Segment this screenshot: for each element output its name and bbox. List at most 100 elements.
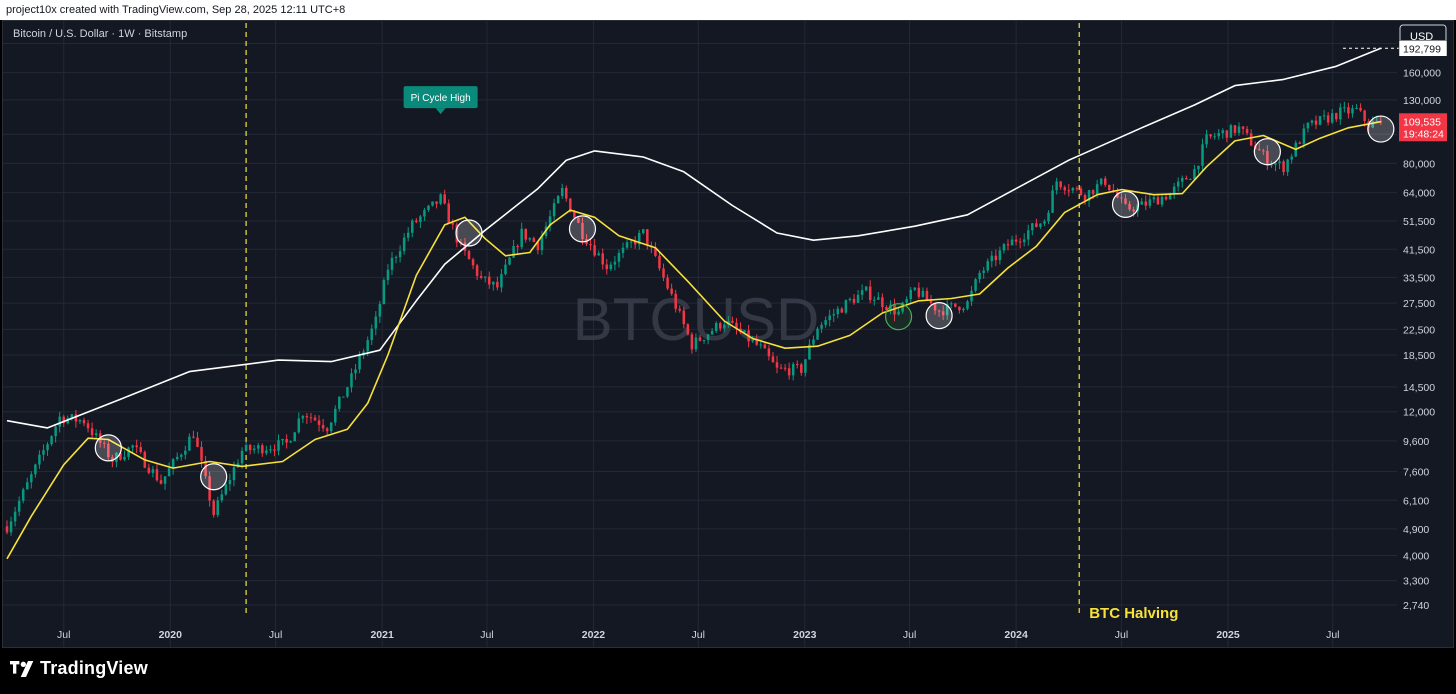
candle-body (34, 464, 37, 475)
time-tick-label: Jul (903, 629, 916, 641)
candle-body (346, 387, 349, 397)
candle-body (431, 201, 434, 206)
candle-body (208, 476, 211, 501)
candle-body (637, 233, 641, 245)
candle-body (982, 270, 985, 273)
candle-body (1359, 107, 1362, 111)
candle-body (787, 368, 791, 376)
candle-body (354, 369, 357, 374)
candle-body (868, 286, 872, 300)
price-tick-label: 14,500 (1403, 382, 1435, 394)
candle-body (1031, 223, 1034, 231)
candle-body (103, 442, 106, 444)
candle-body (743, 330, 746, 333)
candle-body (840, 308, 844, 313)
price-tick-label: 6,100 (1403, 495, 1429, 507)
candle-body (471, 259, 475, 266)
candle-body (285, 439, 288, 443)
annotations: Pi Cycle High (403, 86, 478, 115)
candle-body (1104, 178, 1107, 185)
candle-body (1172, 186, 1176, 194)
halving-label: BTC Halving (1089, 605, 1178, 622)
candle-body (633, 241, 637, 245)
candle-body (184, 450, 187, 455)
candle-body (536, 241, 540, 251)
candle-body (674, 293, 677, 309)
candle-body (70, 414, 74, 419)
price-tick-label: 9,600 (1403, 436, 1429, 448)
highlight-circle (1367, 115, 1395, 143)
candle-body (1347, 107, 1350, 114)
candle-body (844, 300, 848, 313)
candle-body (171, 459, 175, 469)
candle-body (1160, 196, 1164, 205)
candle-body (1140, 201, 1143, 205)
candle-body (1083, 194, 1087, 201)
candle-body (261, 445, 264, 454)
candle-body (475, 265, 479, 276)
candle-body (265, 450, 268, 454)
price-chart[interactable]: BTCUSD BTC Halving Pi Cycle High Bitcoin… (3, 21, 1453, 647)
candle-body (1363, 110, 1366, 122)
candle-body (200, 446, 203, 461)
candle-body (273, 449, 276, 451)
time-tick-label: 2022 (582, 629, 606, 641)
candle-body (1193, 169, 1196, 180)
candle-body (1371, 121, 1374, 128)
candle-body (1063, 187, 1066, 191)
candle-body (1176, 181, 1180, 187)
candle-body (759, 344, 763, 346)
price-tick-label: 27,500 (1403, 298, 1435, 310)
candle-body (374, 316, 378, 329)
candle-body (366, 340, 369, 352)
last-price-box (1399, 113, 1447, 142)
time-axis[interactable]: Jul 2020 Jul 2021 Jul 2022 Jul 2023 Jul 2024 Jul 20… (57, 629, 1339, 641)
candle-body (1286, 159, 1289, 173)
candle-body (1108, 184, 1111, 191)
candle-body (508, 257, 511, 265)
price-tick-label: 22,500 (1403, 324, 1435, 336)
candle-body (1197, 165, 1200, 170)
candle-body (224, 484, 228, 495)
candle-body (358, 355, 361, 370)
candle-body (228, 480, 232, 485)
candle-body (309, 417, 313, 419)
candle-body (577, 217, 580, 223)
candle-body (439, 194, 442, 204)
candle-body (1217, 133, 1220, 137)
candle-body (1249, 133, 1253, 146)
candle-body (698, 337, 702, 341)
candle-body (933, 303, 937, 311)
candle-body (1221, 130, 1225, 134)
chart-frame[interactable]: BTCUSD BTC Halving Pi Cycle High Bitcoin… (2, 20, 1454, 648)
candle-body (731, 321, 734, 323)
candle-body (427, 205, 430, 211)
candle-body (1335, 113, 1338, 120)
candle-body (415, 220, 418, 222)
candle-body (1258, 149, 1261, 151)
candle-body (281, 439, 284, 441)
candle-body (897, 311, 900, 315)
candle-body (775, 362, 779, 368)
time-tick-label: 2025 (1216, 629, 1240, 641)
candle-body (86, 423, 90, 429)
candle-body (1010, 239, 1014, 246)
candle-body (398, 251, 402, 258)
candle-body (180, 454, 183, 457)
tradingview-logo[interactable]: TradingView (10, 658, 148, 679)
time-tick-label: Jul (1115, 629, 1128, 641)
candle-body (1002, 244, 1006, 251)
countdown-label: 19:48:24 (1403, 128, 1444, 140)
candle-body (244, 445, 248, 451)
candle-body (1351, 108, 1354, 114)
candle-body (937, 310, 941, 312)
candle-body (1318, 116, 1322, 125)
candle-body (192, 436, 195, 438)
candle-body (411, 220, 414, 233)
candle-body (941, 311, 945, 316)
highlight-circle (925, 302, 953, 330)
price-tick-label: 64,000 (1403, 188, 1435, 200)
candle-body (492, 281, 495, 285)
candle-body (771, 356, 775, 363)
candle-body (978, 272, 981, 280)
